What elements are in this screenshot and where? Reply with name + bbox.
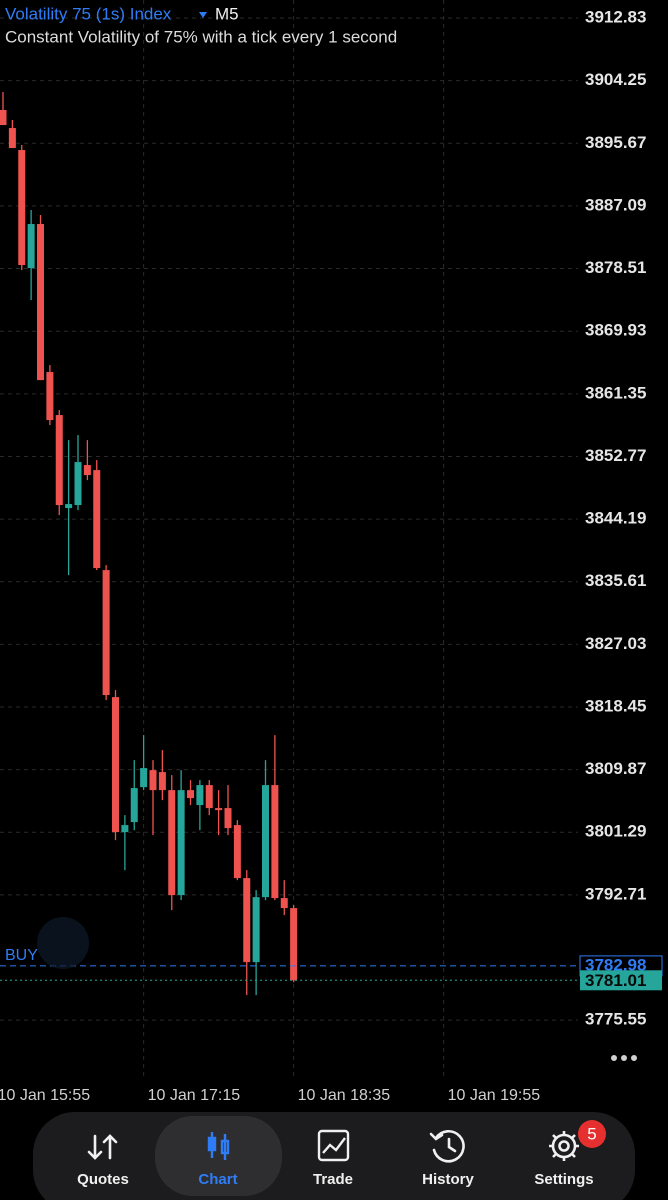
- y-tick-label: 3827.03: [585, 634, 646, 653]
- candle-body: [18, 150, 26, 266]
- candle-body: [102, 570, 110, 696]
- y-tick-label: 3792.71: [585, 884, 646, 903]
- candle-body: [112, 697, 119, 833]
- y-tick-label: 3861.35: [585, 383, 646, 402]
- nav-label[interactable]: Trade: [313, 1171, 353, 1188]
- candle-body: [177, 790, 185, 896]
- candle-body: [290, 908, 298, 981]
- candle-body: [46, 372, 54, 421]
- candle-body: [74, 462, 82, 506]
- y-tick-label: 3904.25: [585, 70, 646, 89]
- candle-body: [83, 465, 91, 476]
- candle-body: [158, 772, 166, 791]
- nav-label[interactable]: History: [422, 1171, 474, 1188]
- candle-body: [205, 785, 213, 809]
- y-tick-label: 3878.51: [585, 258, 646, 277]
- symbol[interactable]: Volatility 75 (1s) Index: [5, 4, 172, 23]
- candle-body: [243, 878, 251, 963]
- candle-body: [262, 785, 269, 898]
- candle-body: [55, 415, 63, 506]
- candle-body: [8, 128, 16, 149]
- trade-icon[interactable]: [317, 1129, 350, 1162]
- y-tick-label: 3887.09: [585, 195, 646, 214]
- x-tick-label: 10 Jan 19:55: [448, 1087, 541, 1104]
- y-tick-label: 3912.83: [585, 8, 646, 27]
- nav-label[interactable]: Quotes: [77, 1171, 129, 1188]
- candle-body: [140, 768, 148, 788]
- candle-body: [93, 470, 101, 569]
- x-tick-label: 10 Jan 15:55: [0, 1087, 90, 1104]
- nav-labels: Quotes Chart Trade History Settings: [77, 1171, 593, 1188]
- y-tick-label: 3895.67: [585, 133, 646, 152]
- description: Constant Volatility of 75% with a tick e…: [5, 27, 397, 46]
- plot: [0, 92, 578, 996]
- candle-body: [65, 504, 73, 509]
- y-tick-label: 3835.61: [585, 571, 646, 590]
- y-tick-label: 3818.45: [585, 696, 646, 715]
- history-icon[interactable]: [429, 1129, 465, 1163]
- y-tick-label: 3869.93: [585, 321, 646, 340]
- candle-body: [27, 224, 35, 269]
- axis: 3912.83 3904.25 3895.67 3887.09 3878.51 3869.…: [0, 8, 663, 1104]
- nav-label[interactable]: Chart: [198, 1171, 237, 1188]
- candle-body: [271, 785, 279, 899]
- x-tick-label: 10 Jan 17:15: [148, 1087, 241, 1104]
- y-tick-label: 3844.19: [585, 509, 646, 528]
- chart-icon[interactable]: [207, 1132, 230, 1160]
- timeframe[interactable]: M5: [215, 4, 239, 23]
- candle-body: [130, 788, 138, 823]
- y-tick-label: 3775.55: [585, 1010, 646, 1029]
- candle-body: [0, 110, 7, 126]
- ask-label: 3782.98: [585, 955, 646, 974]
- settings-icon[interactable]: [549, 1131, 579, 1161]
- candle-body: [252, 897, 260, 963]
- bid-label-box: [580, 970, 662, 991]
- badge-count: 5: [587, 1124, 596, 1143]
- candle-body: [187, 790, 194, 799]
- grid: [0, 0, 578, 1080]
- candle-body: [224, 808, 232, 829]
- buy-button-bg[interactable]: [37, 917, 89, 969]
- candle-body: [215, 808, 223, 811]
- more-menu[interactable]: [611, 1055, 637, 1061]
- nav-label[interactable]: Settings: [534, 1171, 593, 1188]
- candle-body: [196, 785, 204, 806]
- y-tick-label: 3801.29: [585, 822, 646, 841]
- y-tick-label: 3809.87: [585, 759, 646, 778]
- candle-body: [149, 770, 157, 791]
- candle-body: [280, 898, 288, 909]
- dropdown-caret[interactable]: [199, 12, 207, 18]
- nav-selected: [155, 1116, 282, 1196]
- y-tick-label: 3852.77: [585, 446, 646, 465]
- badge: [578, 1120, 606, 1148]
- bid-label: 3781.01: [585, 971, 646, 990]
- x-tick-label: 10 Jan 18:35: [298, 1087, 391, 1104]
- candle-body: [37, 224, 44, 381]
- quotes-icon[interactable]: [87, 1134, 118, 1160]
- candle-body: [233, 825, 241, 879]
- buy-label[interactable]: BUY: [5, 947, 38, 964]
- candle-body: [168, 790, 176, 896]
- candle-body: [121, 825, 129, 833]
